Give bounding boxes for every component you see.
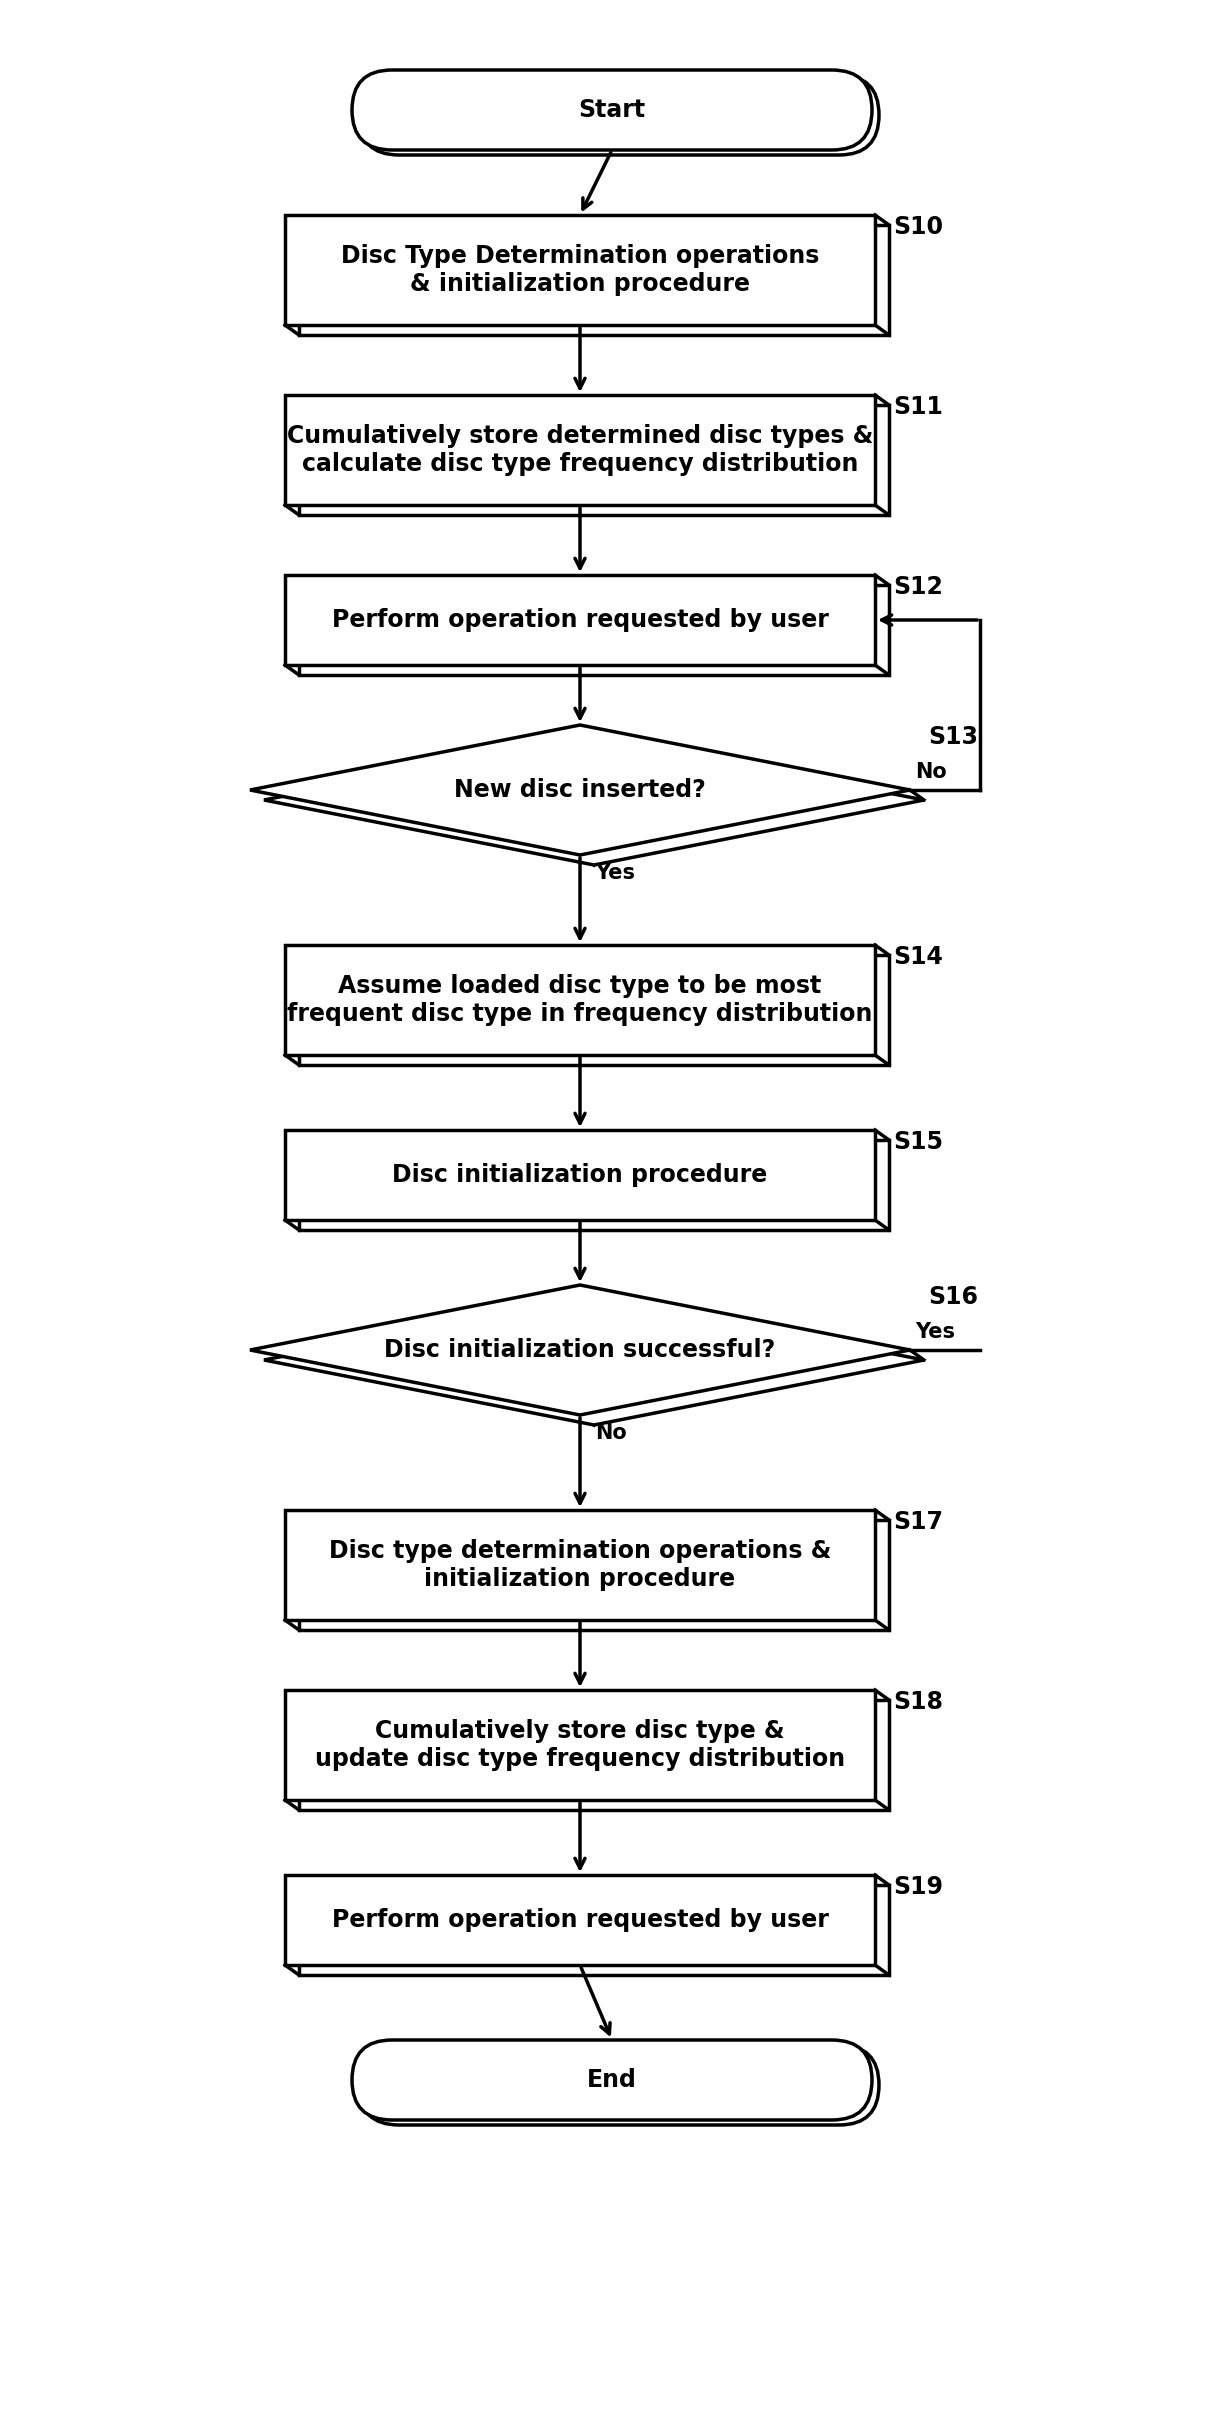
Bar xyxy=(299,955,889,1064)
Text: S12: S12 xyxy=(894,576,942,600)
FancyBboxPatch shape xyxy=(353,70,871,151)
Bar xyxy=(285,216,875,325)
Bar xyxy=(285,1129,875,1219)
Text: S19: S19 xyxy=(894,1875,942,1899)
Text: S17: S17 xyxy=(894,1511,942,1535)
Text: S14: S14 xyxy=(894,945,942,969)
Text: New disc inserted?: New disc inserted? xyxy=(454,777,706,802)
Polygon shape xyxy=(250,1285,909,1416)
Text: S15: S15 xyxy=(894,1129,942,1154)
FancyBboxPatch shape xyxy=(359,75,879,155)
Text: S10: S10 xyxy=(894,216,942,238)
Text: Cumulatively store disc type &
update disc type frequency distribution: Cumulatively store disc type & update di… xyxy=(315,1720,845,1771)
Text: S13: S13 xyxy=(928,724,978,748)
Polygon shape xyxy=(264,736,924,865)
Bar xyxy=(299,585,889,675)
Text: Yes: Yes xyxy=(595,862,635,884)
Text: S16: S16 xyxy=(928,1285,978,1309)
Bar xyxy=(285,1511,875,1620)
Text: No: No xyxy=(916,763,946,782)
Bar xyxy=(285,1691,875,1800)
Bar xyxy=(299,406,889,515)
Bar xyxy=(299,1139,889,1229)
Text: No: No xyxy=(595,1423,627,1443)
Text: Yes: Yes xyxy=(916,1321,955,1341)
Bar xyxy=(285,945,875,1054)
Bar xyxy=(285,1875,875,1965)
Text: Perform operation requested by user: Perform operation requested by user xyxy=(332,1909,829,1931)
Text: Assume loaded disc type to be most
frequent disc type in frequency distribution: Assume loaded disc type to be most frequ… xyxy=(288,974,873,1025)
FancyBboxPatch shape xyxy=(353,2040,871,2121)
Text: Disc type determination operations &
initialization procedure: Disc type determination operations & ini… xyxy=(329,1540,831,1591)
Bar xyxy=(285,576,875,666)
Bar xyxy=(299,1700,889,1810)
FancyBboxPatch shape xyxy=(359,2045,879,2125)
Bar xyxy=(299,226,889,335)
Bar xyxy=(285,396,875,505)
Text: Cumulatively store determined disc types &
calculate disc type frequency distrib: Cumulatively store determined disc types… xyxy=(286,425,873,476)
Polygon shape xyxy=(250,724,909,855)
Text: Disc Type Determination operations
& initialization procedure: Disc Type Determination operations & ini… xyxy=(340,243,819,296)
Text: Disc initialization successful?: Disc initialization successful? xyxy=(384,1338,776,1363)
Text: Start: Start xyxy=(579,97,645,121)
Text: Perform operation requested by user: Perform operation requested by user xyxy=(332,607,829,632)
Bar xyxy=(299,1885,889,1975)
Text: S18: S18 xyxy=(894,1691,942,1715)
Polygon shape xyxy=(264,1295,924,1426)
Text: S11: S11 xyxy=(894,396,942,418)
Bar xyxy=(299,1521,889,1630)
Text: Disc initialization procedure: Disc initialization procedure xyxy=(393,1163,767,1188)
Text: End: End xyxy=(588,2067,636,2091)
